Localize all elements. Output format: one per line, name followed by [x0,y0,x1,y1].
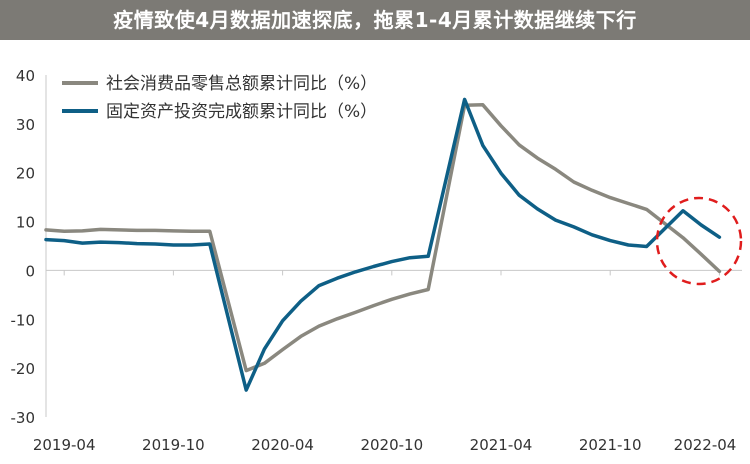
x-tick-label: 2019-04 [33,436,96,454]
y-tick-label: -10 [11,311,36,329]
y-tick-label: 40 [16,67,35,85]
y-tick-label: 0 [25,262,35,280]
y-tick-label: 30 [16,116,35,134]
x-tick-label: 2020-04 [251,436,314,454]
legend-label: 社会消费品零售总额累计同比（%） [106,74,377,94]
x-tick-label: 2021-10 [579,436,642,454]
plot-area: 40 30 20 10 0 -10 -20 -30 2019-04 2019-10 2020-04 2… [11,67,743,454]
y-tick-label: -20 [11,360,36,378]
x-tick-label: 2019-10 [142,436,205,454]
y-tick-label: -30 [11,409,36,427]
x-tick-label: 2020-10 [360,436,423,454]
legend-label: 固定资产投资完成额累计同比（%） [106,102,377,122]
x-tick-label: 2022-04 [674,436,737,454]
x-tick-label: 2021-04 [470,436,533,454]
y-tick-label: 10 [16,214,35,232]
y-tick-label: 20 [16,165,35,183]
series-line-retail [44,103,722,373]
line-chart: 40 30 20 10 0 -10 -20 -30 2019-04 2019-10 2020-04 2… [11,67,743,454]
series-line-fixed-asset [44,97,722,392]
highlight-circle [655,196,743,286]
chart-title: 疫情致使4月数据加速探底，拖累1-4月累计数据继续下行 [0,0,750,40]
